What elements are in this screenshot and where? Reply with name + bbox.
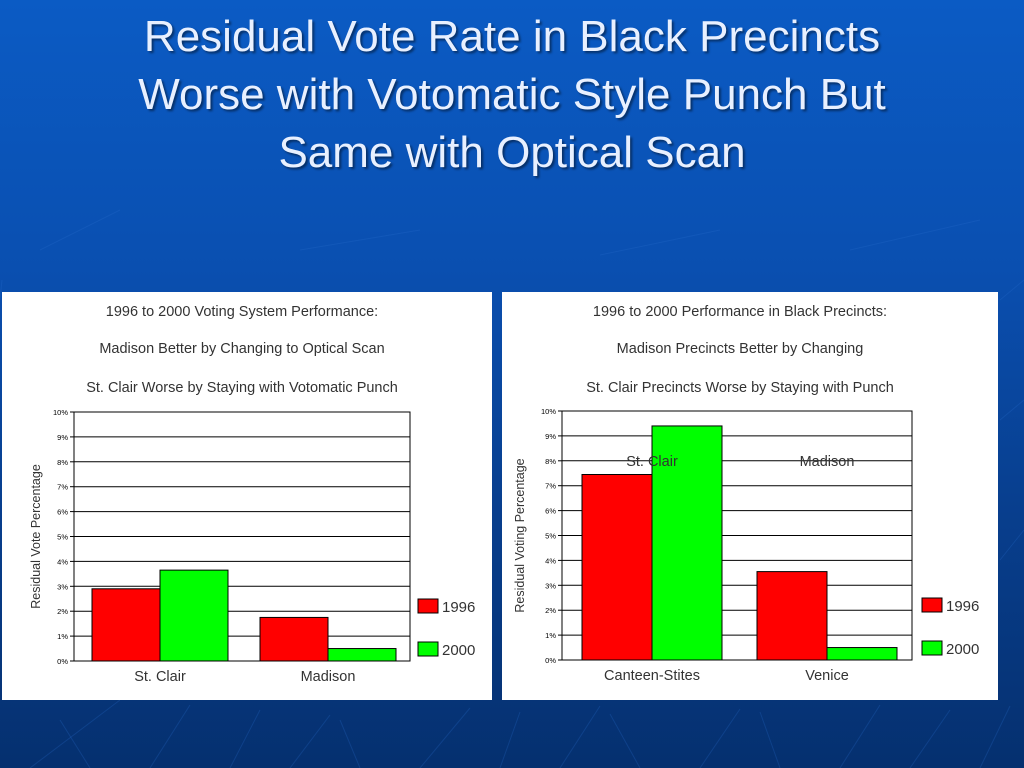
bar-1996-canteen-stites bbox=[581, 473, 653, 661]
y-tick-label: 1% bbox=[545, 631, 556, 640]
chart-annotation: Madison bbox=[800, 454, 855, 470]
x-category-label: Venice bbox=[805, 668, 849, 684]
y-tick-label: 4% bbox=[57, 557, 68, 566]
y-tick-label: 7% bbox=[57, 483, 68, 492]
legend-swatch bbox=[417, 598, 439, 614]
y-tick-label: 1% bbox=[57, 632, 68, 641]
legend-swatch bbox=[921, 640, 943, 656]
chart-subtitle-line: St. Clair Precincts Worse by Staying wit… bbox=[586, 380, 894, 396]
bar-1996-venice bbox=[756, 571, 828, 661]
x-category-label: St. Clair bbox=[134, 669, 186, 685]
x-category-label: Madison bbox=[301, 669, 356, 685]
bar-2000-st-clair bbox=[159, 569, 229, 662]
chart-subtitle-line: St. Clair Worse by Staying with Votomati… bbox=[86, 380, 398, 396]
legend-swatch bbox=[417, 641, 439, 657]
y-tick-label: 0% bbox=[545, 656, 556, 665]
bar-1996-st-clair bbox=[91, 588, 161, 662]
y-tick-label: 0% bbox=[57, 657, 68, 666]
chart-title: 1996 to 2000 Performance in Black Precin… bbox=[593, 304, 887, 320]
bar-2000-venice bbox=[826, 647, 898, 661]
y-tick-label: 3% bbox=[57, 582, 68, 591]
y-tick-label: 3% bbox=[545, 581, 556, 590]
y-tick-label: 8% bbox=[57, 458, 68, 467]
chart-panel-right: 1996 to 2000 Performance in Black Precin… bbox=[502, 292, 998, 700]
y-tick-label: 7% bbox=[545, 482, 556, 491]
bar-2000-canteen-stites bbox=[651, 425, 723, 661]
y-tick-label: 5% bbox=[545, 532, 556, 541]
y-tick-label: 6% bbox=[57, 508, 68, 517]
y-axis-label: Residual Vote Percentage bbox=[29, 464, 43, 609]
chart-subtitle-line: Madison Better by Changing to Optical Sc… bbox=[99, 341, 384, 357]
bar-2000-madison bbox=[327, 648, 397, 662]
y-tick-label: 6% bbox=[545, 507, 556, 516]
x-category-label: Canteen-Stites bbox=[604, 668, 700, 684]
chart-black-precincts-performance: 1996 to 2000 Performance in Black Precin… bbox=[513, 304, 979, 684]
y-tick-label: 10% bbox=[53, 408, 68, 417]
y-axis-label: Residual Voting Percentage bbox=[513, 458, 527, 612]
legend-swatch bbox=[921, 597, 943, 613]
legend-label: 2000 bbox=[946, 641, 979, 658]
y-tick-label: 5% bbox=[57, 533, 68, 542]
y-tick-label: 2% bbox=[545, 606, 556, 615]
y-tick-label: 9% bbox=[545, 432, 556, 441]
chart-voting-system-performance: 1996 to 2000 Voting System Performance: M… bbox=[29, 304, 475, 685]
chart-subtitle-line: Madison Precincts Better by Changing bbox=[617, 341, 864, 357]
y-tick-label: 10% bbox=[541, 407, 556, 416]
chart-panel-left: 1996 to 2000 Voting System Performance: M… bbox=[2, 292, 492, 700]
legend-label: 1996 bbox=[946, 598, 979, 615]
y-tick-label: 9% bbox=[57, 433, 68, 442]
legend-label: 1996 bbox=[442, 599, 475, 616]
y-tick-label: 4% bbox=[545, 556, 556, 565]
bar-1996-madison bbox=[259, 616, 329, 662]
slide-title: Residual Vote Rate in Black Precincts Wo… bbox=[138, 12, 886, 177]
legend-label: 2000 bbox=[442, 642, 475, 659]
y-tick-label: 8% bbox=[545, 457, 556, 466]
y-tick-label: 2% bbox=[57, 607, 68, 616]
chart-title: 1996 to 2000 Voting System Performance: bbox=[106, 304, 378, 320]
chart-annotation: St. Clair bbox=[626, 454, 678, 470]
